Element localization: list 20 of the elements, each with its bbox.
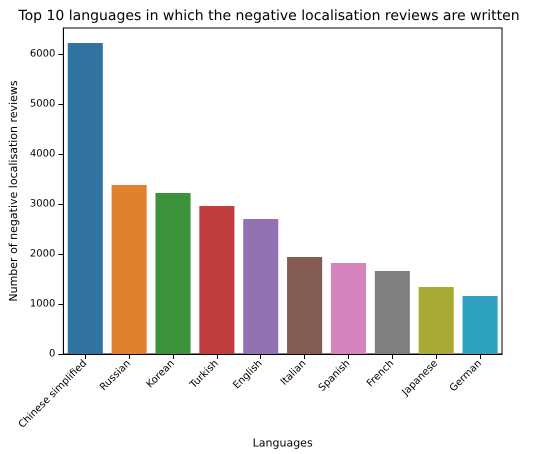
bar <box>155 193 191 354</box>
y-tick-label: 1000 <box>30 298 56 310</box>
chart-title: Top 10 languages in which the negative localisation reviews are written <box>17 8 520 24</box>
y-tick-label: 3000 <box>30 198 56 210</box>
bar <box>199 206 234 354</box>
bar <box>330 263 366 354</box>
y-tick-label: 6000 <box>30 48 56 60</box>
y-tick-label: 0 <box>48 348 56 360</box>
y-axis-title: Number of negative localisation reviews <box>7 80 20 302</box>
bar <box>243 219 278 354</box>
bar <box>374 271 410 354</box>
x-axis-title: Languages <box>252 436 313 450</box>
y-tick-label: 4000 <box>30 148 56 160</box>
bar <box>112 185 147 354</box>
bar <box>418 287 454 354</box>
bar <box>287 257 322 354</box>
bar <box>68 43 103 354</box>
bar <box>462 296 498 354</box>
y-tick-label: 2000 <box>30 248 56 260</box>
y-tick-label: 5000 <box>30 98 56 110</box>
